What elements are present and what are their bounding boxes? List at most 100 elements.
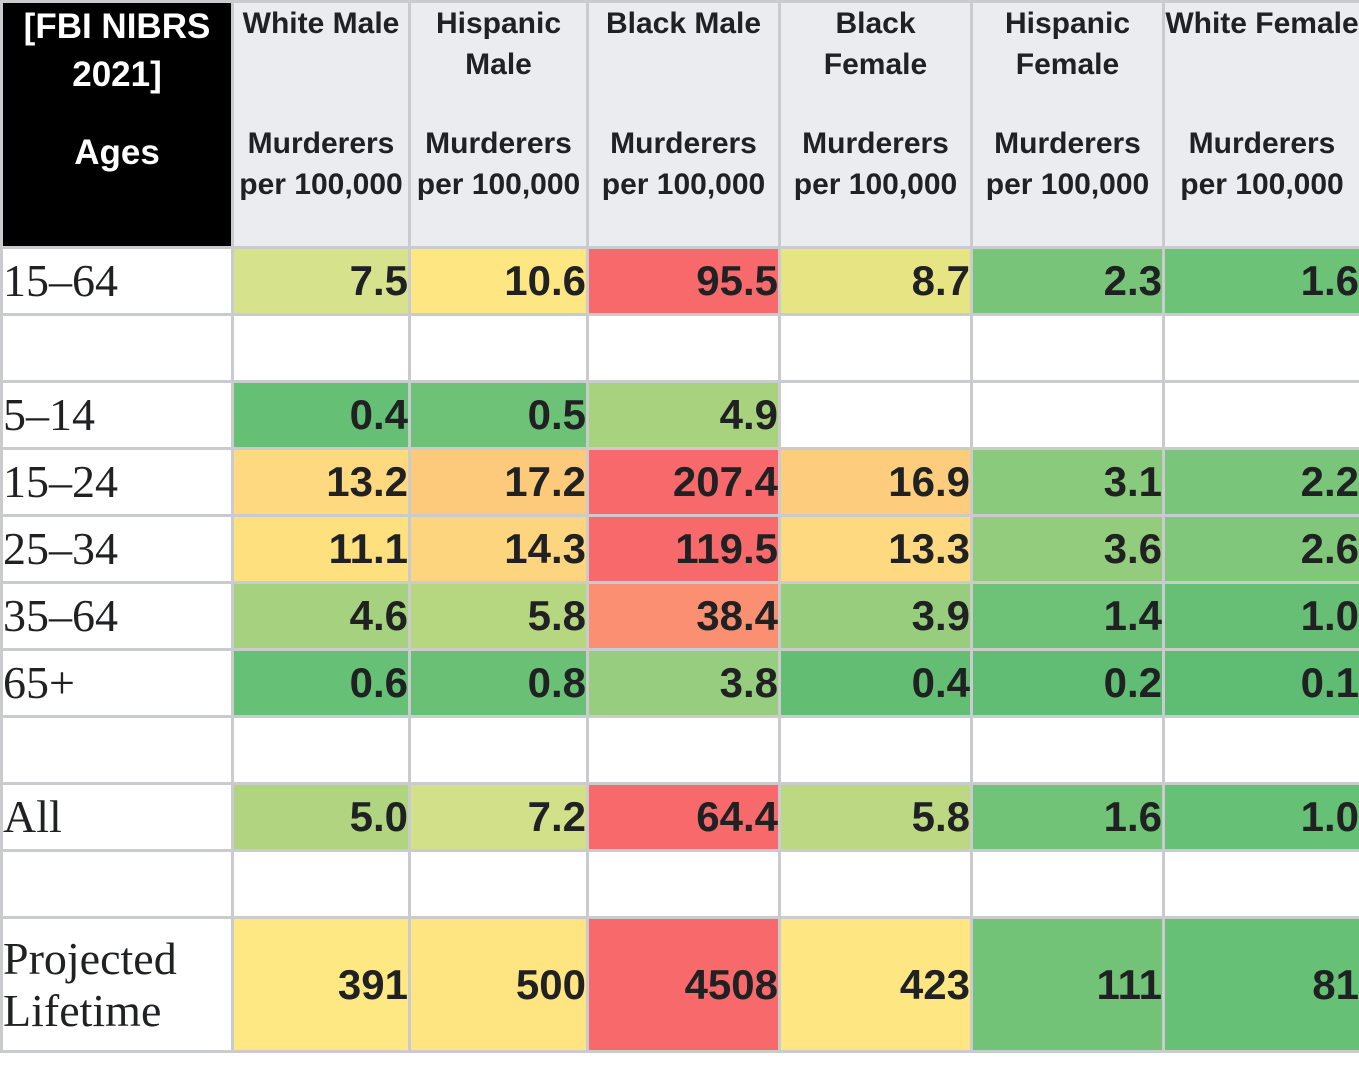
rate-cell: 1.0 — [1162, 581, 1359, 651]
column-metric-label: Murderers per 100,000 — [793, 127, 958, 201]
rate-cell: 0.1 — [1162, 648, 1359, 718]
column-metric-label: Murderers per 100,000 — [985, 127, 1150, 201]
empty-cell — [0, 715, 234, 785]
row-label: 35–64 — [0, 581, 234, 651]
empty-cell — [1162, 849, 1359, 919]
rate-cell: 1.4 — [970, 581, 1165, 651]
rate-cell: 10.6 — [408, 246, 589, 316]
column-header-hispanic-male: Hispanic Male Murderers per 100,000 — [408, 0, 589, 249]
row-label: 15–64 — [0, 246, 234, 316]
empty-cell — [970, 313, 1165, 383]
table-row: 35–64 4.6 5.8 38.4 3.9 1.4 1.0 — [0, 581, 1359, 651]
row-label-line: Projected — [3, 932, 177, 984]
empty-cell — [778, 380, 973, 450]
header-row: [FBI NIBRS 2021] Ages White Male Murdere… — [0, 0, 1359, 249]
column-header-black-male: Black Male Murderers per 100,000 — [586, 0, 781, 249]
column-metric-label: Murderers per 100,000 — [1180, 127, 1344, 201]
murder-rate-table: [FBI NIBRS 2021] Ages White Male Murdere… — [0, 0, 1359, 1053]
rate-cell: 423 — [778, 916, 973, 1053]
row-label: Projected Lifetime — [0, 916, 234, 1053]
column-group-label: Black Male — [605, 7, 762, 40]
table-body: 15–64 7.5 10.6 95.5 8.7 2.3 1.6 5–14 0.4 0.5 4.9 15… — [0, 246, 1359, 1053]
rate-cell: 16.9 — [778, 447, 973, 517]
rate-cell: 8.7 — [778, 246, 973, 316]
table-row: 25–34 11.1 14.3 119.5 13.3 3.6 2.6 — [0, 514, 1359, 584]
rate-cell: 3.9 — [778, 581, 973, 651]
row-label: 5–14 — [0, 380, 234, 450]
rate-cell: 391 — [231, 916, 411, 1053]
column-metric-label: Murderers per 100,000 — [239, 127, 403, 201]
rate-cell: 81 — [1162, 916, 1359, 1053]
column-metric-label: Murderers per 100,000 — [601, 127, 766, 201]
column-header-white-male: White Male Murderers per 100,000 — [231, 0, 411, 249]
rate-cell: 0.4 — [778, 648, 973, 718]
rate-cell: 1.0 — [1162, 782, 1359, 852]
column-group-label: White Female — [1165, 7, 1359, 40]
empty-cell — [231, 849, 411, 919]
rate-cell: 17.2 — [408, 447, 589, 517]
rate-cell: 0.2 — [970, 648, 1165, 718]
rate-cell: 95.5 — [586, 246, 781, 316]
column-metric-label: Murderers per 100,000 — [416, 127, 581, 201]
rate-cell: 119.5 — [586, 514, 781, 584]
rate-cell: 64.4 — [586, 782, 781, 852]
rate-cell: 4.6 — [231, 581, 411, 651]
empty-cell — [586, 849, 781, 919]
column-group-label: White Male — [242, 7, 400, 40]
rate-cell: 2.6 — [1162, 514, 1359, 584]
source-label: [FBI NIBRS 2021] — [23, 7, 211, 94]
rate-cell: 4.9 — [586, 380, 781, 450]
empty-cell — [586, 715, 781, 785]
row-label: All — [0, 782, 234, 852]
rate-cell: 7.5 — [231, 246, 411, 316]
empty-cell — [0, 849, 234, 919]
column-header-black-female: Black Female Murderers per 100,000 — [778, 0, 973, 249]
rate-cell: 5.0 — [231, 782, 411, 852]
column-group-label: Hispanic Male — [435, 7, 562, 81]
empty-cell — [231, 313, 411, 383]
rate-cell: 3.6 — [970, 514, 1165, 584]
column-group-label: Hispanic Female — [1004, 7, 1131, 81]
rate-cell: 207.4 — [586, 447, 781, 517]
empty-cell — [778, 715, 973, 785]
rate-cell: 1.6 — [970, 782, 1165, 852]
empty-cell — [970, 849, 1165, 919]
empty-cell — [231, 715, 411, 785]
rate-cell: 14.3 — [408, 514, 589, 584]
rate-cell: 0.5 — [408, 380, 589, 450]
header-corner-cell: [FBI NIBRS 2021] Ages — [0, 0, 234, 249]
spacer-row — [0, 313, 1359, 383]
column-group-label: Black Female — [823, 7, 928, 81]
rate-cell: 5.8 — [778, 782, 973, 852]
rate-cell: 3.1 — [970, 447, 1165, 517]
table-row: 5–14 0.4 0.5 4.9 — [0, 380, 1359, 450]
empty-cell — [778, 849, 973, 919]
column-header-white-female: White Female Murderers per 100,000 — [1162, 0, 1359, 249]
rate-cell: 2.3 — [970, 246, 1165, 316]
empty-cell — [1162, 313, 1359, 383]
rate-cell: 11.1 — [231, 514, 411, 584]
spacer-row — [0, 715, 1359, 785]
table-row: 15–24 13.2 17.2 207.4 16.9 3.1 2.2 — [0, 447, 1359, 517]
rate-cell: 111 — [970, 916, 1165, 1053]
table-row: 15–64 7.5 10.6 95.5 8.7 2.3 1.6 — [0, 246, 1359, 316]
row-label-line: Lifetime — [3, 984, 162, 1036]
rate-cell: 0.4 — [231, 380, 411, 450]
row-label: 65+ — [0, 648, 234, 718]
rate-cell: 1.6 — [1162, 246, 1359, 316]
rate-cell: 5.8 — [408, 581, 589, 651]
spacer-row — [0, 849, 1359, 919]
empty-cell — [586, 313, 781, 383]
empty-cell — [1162, 380, 1359, 450]
empty-cell — [408, 313, 589, 383]
rate-cell: 0.8 — [408, 648, 589, 718]
empty-cell — [0, 313, 234, 383]
table-row: 65+ 0.6 0.8 3.8 0.4 0.2 0.1 — [0, 648, 1359, 718]
rate-cell: 7.2 — [408, 782, 589, 852]
rate-cell: 38.4 — [586, 581, 781, 651]
empty-cell — [1162, 715, 1359, 785]
ages-column-header: Ages — [74, 133, 160, 172]
row-label: 25–34 — [0, 514, 234, 584]
empty-cell — [970, 715, 1165, 785]
table-row: Projected Lifetime 391 500 4508 423 111 81 — [0, 916, 1359, 1053]
